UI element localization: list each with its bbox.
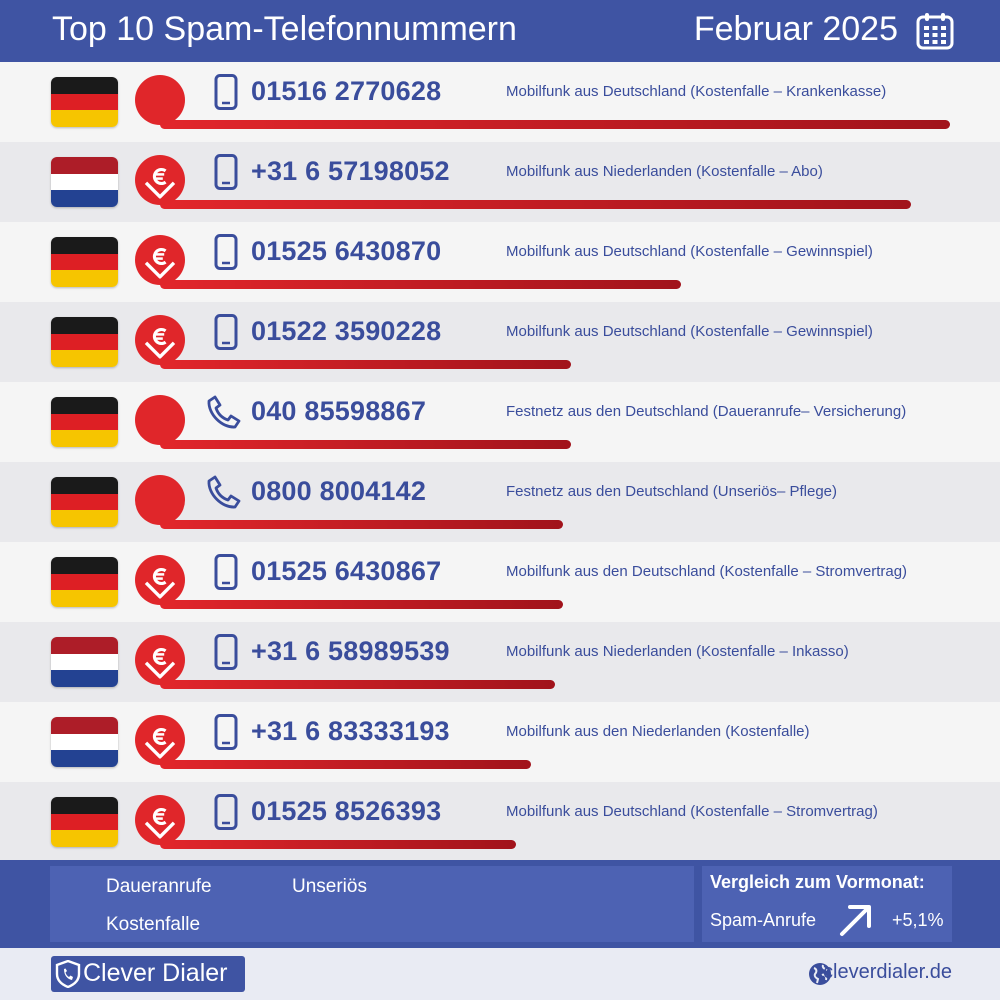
number-description: Festnetz aus den Deutschland (Daueranruf… xyxy=(506,403,907,420)
table-row: 040 85598867 Festnetz aus den Deutschland… xyxy=(0,382,1000,462)
phone-number: 040 85598867 xyxy=(251,396,427,426)
phone-number: +31 6 83333193 xyxy=(251,716,450,746)
phone-number: 01522 3590228 xyxy=(251,316,442,346)
chart-rows: 01516 2770628 Mobilfunk aus Deutschland (… xyxy=(0,62,1000,862)
shield-phone-icon xyxy=(55,960,81,988)
number-description: Mobilfunk aus Niederlanden (Kostenfalle … xyxy=(506,643,849,660)
kostenfalle-icon xyxy=(135,235,185,285)
chart-bar xyxy=(160,440,571,449)
daueranrufe-icon xyxy=(135,395,185,445)
landline-phone-icon xyxy=(207,395,241,429)
table-row: +31 6 83333193 Mobilfunk aus den Niederla… xyxy=(0,702,1000,782)
table-row: 0800 8004142 Festnetz aus den Deutschland… xyxy=(0,462,1000,542)
table-row: 01525 6430870 Mobilfunk aus Deutschland (… xyxy=(0,222,1000,302)
phone-number: +31 6 58989539 xyxy=(251,636,450,666)
germany-flag-icon xyxy=(51,557,118,607)
table-row: 01525 6430867 Mobilfunk aus den Deutschla… xyxy=(0,542,1000,622)
netherlands-flag-icon xyxy=(51,717,118,767)
footer: Clever Dialer cleverdialer.de xyxy=(0,948,1000,1000)
number-description: Festnetz aus den Deutschland (Unseriös– … xyxy=(506,483,838,500)
number-description: Mobilfunk aus Deutschland (Kostenfalle –… xyxy=(506,803,878,820)
netherlands-flag-icon xyxy=(51,637,118,687)
mobile-phone-icon xyxy=(214,794,238,830)
period-label: Februar 2025 xyxy=(693,10,898,48)
germany-flag-icon xyxy=(51,397,118,447)
header-banner: Top 10 Spam-Telefonnummern Februar 2025 xyxy=(0,0,1000,62)
netherlands-flag-icon xyxy=(51,157,118,207)
mobile-phone-icon xyxy=(214,74,238,110)
comparison-box: Vergleich zum Vormonat: Spam-Anrufe +5,1… xyxy=(702,866,952,942)
phone-number: 01525 6430867 xyxy=(251,556,442,586)
chart-bar xyxy=(160,840,516,849)
table-row: 01522 3590228 Mobilfunk aus Deutschland (… xyxy=(0,302,1000,382)
page-title: Top 10 Spam-Telefonnummern xyxy=(52,10,517,48)
comparison-value: +5,1% xyxy=(892,910,944,930)
chart-bar xyxy=(160,120,950,129)
phone-number: 0800 8004142 xyxy=(251,476,427,506)
phone-number: +31 6 57198052 xyxy=(251,156,450,186)
number-description: Mobilfunk aus Niederlanden (Kostenfalle … xyxy=(506,163,823,180)
number-description: Mobilfunk aus den Niederlanden (Kostenfa… xyxy=(506,723,810,740)
kostenfalle-icon xyxy=(135,795,185,845)
legend-kostenfalle: Kostenfalle xyxy=(106,914,201,935)
globe-icon xyxy=(809,963,831,985)
phone-number: 01525 8526393 xyxy=(251,796,442,826)
mobile-phone-icon xyxy=(214,234,238,270)
chart-bar xyxy=(160,200,911,209)
number-description: Mobilfunk aus den Deutschland (Kostenfal… xyxy=(506,563,908,580)
legend-box: Daueranrufe Unseriös Kostenfalle xyxy=(50,866,694,942)
kostenfalle-icon xyxy=(135,315,185,365)
number-description: Mobilfunk aus Deutschland (Kostenfalle –… xyxy=(506,323,873,340)
chart-bar xyxy=(160,360,571,369)
germany-flag-icon xyxy=(51,797,118,847)
mobile-phone-icon xyxy=(214,154,238,190)
germany-flag-icon xyxy=(51,237,118,287)
calendar-icon xyxy=(916,13,954,50)
kostenfalle-icon xyxy=(135,635,185,685)
unserioes-icon xyxy=(135,475,185,525)
kostenfalle-icon xyxy=(135,155,185,205)
number-description: Mobilfunk aus Deutschland (Kostenfalle –… xyxy=(506,243,873,260)
phone-number: 01516 2770628 xyxy=(251,76,442,106)
kostenfalle-icon xyxy=(135,75,185,125)
website-link[interactable]: cleverdialer.de xyxy=(823,961,952,983)
germany-flag-icon xyxy=(51,477,118,527)
germany-flag-icon xyxy=(51,317,118,367)
kostenfalle-icon xyxy=(135,715,185,765)
chart-bar xyxy=(160,680,555,689)
legend-section: Daueranrufe Unseriös Kostenfalle Verglei… xyxy=(0,860,1000,948)
number-description: Mobilfunk aus Deutschland (Kostenfalle –… xyxy=(506,83,887,100)
legend-daueranrufe: Daueranrufe xyxy=(106,876,212,897)
comparison-metric: Spam-Anrufe xyxy=(710,910,817,930)
landline-phone-icon xyxy=(207,475,241,509)
clever-dialer-logo: Clever Dialer xyxy=(51,956,245,992)
table-row: 01516 2770628 Mobilfunk aus Deutschland (… xyxy=(0,62,1000,142)
germany-flag-icon xyxy=(51,77,118,127)
table-row: 01525 8526393 Mobilfunk aus Deutschland (… xyxy=(0,782,1000,862)
chart-bar xyxy=(160,520,563,529)
chart-bar xyxy=(160,280,681,289)
table-row: +31 6 58989539 Mobilfunk aus Niederlanden… xyxy=(0,622,1000,702)
chart-bar xyxy=(160,760,531,769)
daueranrufe-icon xyxy=(54,870,88,904)
brand-name: Clever Dialer xyxy=(83,959,228,987)
mobile-phone-icon xyxy=(214,314,238,350)
unserioes-icon xyxy=(244,870,278,904)
phone-number: 01525 6430870 xyxy=(251,236,442,266)
mobile-phone-icon xyxy=(214,714,238,750)
mobile-phone-icon xyxy=(214,634,238,670)
legend-unserioes: Unseriös xyxy=(292,876,367,897)
kostenfalle-icon xyxy=(54,908,88,942)
comparison-title: Vergleich zum Vormonat: xyxy=(710,872,925,892)
chart-bar xyxy=(160,600,563,609)
table-row: +31 6 57198052 Mobilfunk aus Niederlanden… xyxy=(0,142,1000,222)
kostenfalle-icon xyxy=(135,555,185,605)
trend-up-arrow-icon xyxy=(840,905,871,936)
mobile-phone-icon xyxy=(214,554,238,590)
